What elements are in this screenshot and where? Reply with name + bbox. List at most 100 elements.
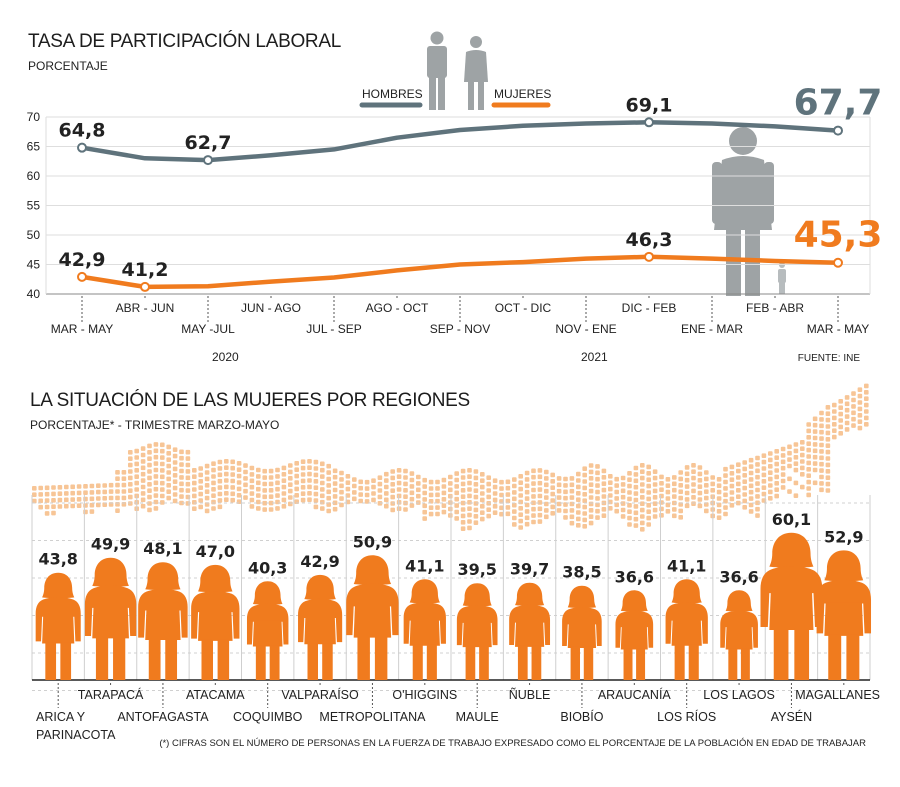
map-dot bbox=[857, 413, 863, 418]
map-dot bbox=[684, 471, 690, 477]
map-dot bbox=[294, 493, 299, 498]
map-dot bbox=[755, 487, 760, 493]
map-dot bbox=[780, 465, 786, 471]
map-dot bbox=[531, 481, 536, 486]
map-dot bbox=[620, 475, 626, 481]
map-dot bbox=[518, 480, 523, 485]
map-dot bbox=[140, 446, 146, 451]
region-name: ARICA Y PARINACOTA bbox=[36, 710, 116, 742]
map-dot bbox=[723, 505, 728, 510]
map-dot bbox=[76, 503, 82, 508]
map-dot bbox=[345, 474, 351, 479]
map-dot bbox=[486, 475, 491, 480]
map-dot bbox=[128, 488, 133, 493]
map-dot bbox=[486, 507, 491, 512]
map-dot bbox=[742, 505, 747, 510]
map-dot bbox=[620, 494, 626, 500]
map-dot bbox=[819, 487, 824, 493]
map-dot bbox=[422, 503, 427, 509]
map-dot bbox=[473, 494, 479, 500]
map-dot bbox=[800, 440, 805, 445]
map-dot bbox=[441, 477, 447, 483]
map-dot bbox=[825, 424, 831, 429]
map-dot bbox=[320, 480, 325, 486]
map-dot bbox=[806, 486, 811, 491]
map-dot bbox=[160, 480, 165, 486]
map-dot bbox=[672, 494, 677, 499]
map-dot bbox=[460, 494, 466, 499]
map-dot bbox=[172, 485, 178, 491]
map-dot bbox=[620, 482, 626, 487]
map-dot bbox=[659, 513, 664, 518]
map-dot bbox=[627, 496, 632, 502]
region-name: AYSÉN bbox=[771, 709, 812, 724]
map-dot bbox=[486, 513, 491, 519]
map-dot bbox=[332, 474, 338, 480]
map-dot bbox=[633, 484, 639, 490]
map-dot bbox=[531, 506, 536, 512]
map-dot bbox=[819, 423, 824, 429]
map-dot bbox=[115, 470, 120, 475]
map-dot bbox=[185, 488, 191, 493]
region-name: O'HIGGINS bbox=[392, 688, 457, 702]
map-dot bbox=[332, 468, 338, 474]
map-dot bbox=[556, 495, 562, 500]
map-dot bbox=[409, 490, 415, 496]
map-dot bbox=[691, 469, 696, 474]
map-dot bbox=[627, 509, 632, 514]
map-dot bbox=[160, 500, 165, 505]
map-dot bbox=[76, 497, 82, 502]
map-dot bbox=[185, 475, 191, 481]
map-dot bbox=[332, 487, 338, 493]
map-dot bbox=[313, 491, 319, 497]
map-dot bbox=[352, 496, 357, 502]
map-dot bbox=[518, 493, 523, 498]
map-dot bbox=[307, 459, 312, 464]
map-dot bbox=[486, 494, 491, 500]
map-dot bbox=[134, 448, 139, 454]
map-dot bbox=[224, 478, 229, 483]
region-name: METROPOLITANA bbox=[319, 710, 426, 724]
map-dot bbox=[115, 508, 120, 513]
map-dot bbox=[473, 520, 479, 525]
map-dot bbox=[582, 524, 587, 529]
map-dot bbox=[659, 493, 664, 499]
map-dot bbox=[243, 482, 248, 488]
map-dot bbox=[531, 468, 536, 474]
map-dot bbox=[249, 504, 255, 509]
map-dot bbox=[384, 484, 389, 490]
map-dot bbox=[569, 514, 575, 520]
map-dot bbox=[787, 463, 792, 469]
map-dot bbox=[211, 461, 216, 466]
map-dot bbox=[851, 410, 856, 416]
map-dot bbox=[326, 489, 331, 495]
map-dot bbox=[755, 455, 760, 461]
data-point bbox=[77, 142, 87, 153]
map-dot bbox=[499, 511, 504, 517]
map-dot bbox=[537, 506, 543, 512]
map-dot bbox=[243, 476, 248, 481]
map-dot bbox=[32, 492, 37, 497]
map-dot bbox=[416, 481, 421, 486]
map-dot bbox=[524, 470, 530, 476]
map-dot bbox=[550, 485, 555, 490]
woman-figure-bar bbox=[246, 581, 289, 680]
map-dot bbox=[652, 488, 658, 494]
map-dot bbox=[672, 487, 677, 493]
map-dot bbox=[832, 415, 837, 421]
map-dot bbox=[211, 493, 216, 498]
map-dot bbox=[761, 453, 767, 458]
map-dot bbox=[492, 484, 498, 490]
map-dot bbox=[307, 471, 312, 477]
map-dot bbox=[812, 448, 818, 454]
map-dot bbox=[153, 467, 159, 473]
map-dot bbox=[364, 486, 370, 491]
map-dot bbox=[262, 494, 267, 500]
map-dot bbox=[102, 496, 107, 501]
map-dot bbox=[198, 491, 203, 497]
x-tick-label: NOV - ENE bbox=[555, 322, 616, 336]
map-dot bbox=[563, 515, 568, 520]
map-dot bbox=[659, 487, 664, 492]
map-dot bbox=[582, 472, 587, 478]
people-icon bbox=[427, 31, 488, 110]
